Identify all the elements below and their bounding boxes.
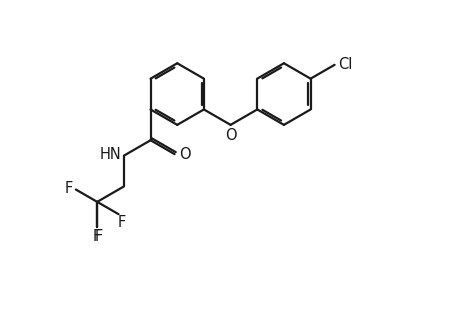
- Text: O: O: [226, 128, 237, 143]
- Text: O: O: [179, 146, 191, 162]
- Text: Cl: Cl: [338, 57, 352, 71]
- Text: F: F: [118, 215, 126, 230]
- Text: F: F: [94, 229, 103, 244]
- Text: HN: HN: [100, 146, 122, 162]
- Text: F: F: [93, 229, 101, 244]
- Text: F: F: [64, 181, 73, 196]
